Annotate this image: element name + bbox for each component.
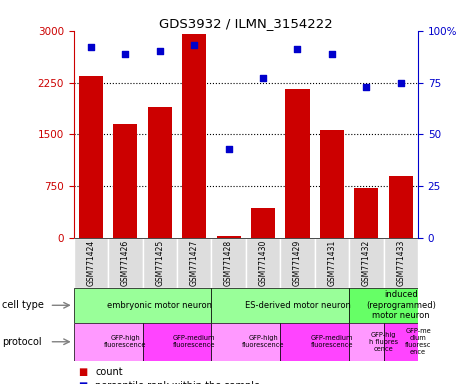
Point bbox=[190, 42, 198, 48]
Point bbox=[259, 75, 267, 81]
Bar bbox=[177, 238, 211, 288]
Bar bbox=[384, 323, 418, 361]
Point bbox=[328, 50, 336, 56]
Bar bbox=[211, 238, 246, 288]
Text: ■: ■ bbox=[78, 367, 87, 377]
Bar bbox=[74, 288, 211, 323]
Text: GFP-high
fluorescence: GFP-high fluorescence bbox=[242, 335, 284, 348]
Text: cell type: cell type bbox=[2, 300, 44, 310]
Bar bbox=[320, 129, 344, 238]
Point bbox=[294, 46, 301, 53]
Text: GSM771426: GSM771426 bbox=[121, 240, 130, 286]
Bar bbox=[384, 238, 418, 288]
Title: GDS3932 / ILMN_3154222: GDS3932 / ILMN_3154222 bbox=[159, 17, 332, 30]
Point bbox=[156, 48, 163, 55]
Bar bbox=[280, 323, 349, 361]
Point bbox=[87, 44, 95, 50]
Bar bbox=[142, 323, 211, 361]
Text: protocol: protocol bbox=[2, 337, 42, 347]
Bar bbox=[246, 238, 280, 288]
Bar bbox=[211, 288, 349, 323]
Point bbox=[122, 50, 129, 56]
Text: GSM771429: GSM771429 bbox=[293, 240, 302, 286]
Bar bbox=[217, 236, 241, 238]
Bar bbox=[74, 238, 108, 288]
Bar bbox=[142, 238, 177, 288]
Text: ■: ■ bbox=[78, 381, 87, 384]
Bar bbox=[251, 209, 275, 238]
Bar bbox=[285, 89, 310, 238]
Text: ES-derived motor neuron: ES-derived motor neuron bbox=[245, 301, 351, 310]
Text: GFP-medium
fluorescence: GFP-medium fluorescence bbox=[311, 335, 353, 348]
Bar bbox=[280, 238, 314, 288]
Bar bbox=[113, 124, 137, 238]
Bar bbox=[354, 188, 379, 238]
Text: embryonic motor neuron: embryonic motor neuron bbox=[107, 301, 212, 310]
Text: GFP-high
fluorescence: GFP-high fluorescence bbox=[104, 335, 146, 348]
Text: GFP-hig
h fluores
cence: GFP-hig h fluores cence bbox=[369, 332, 398, 352]
Bar bbox=[349, 238, 384, 288]
Text: induced
(reprogrammed)
motor neuron: induced (reprogrammed) motor neuron bbox=[366, 290, 436, 320]
Text: count: count bbox=[95, 367, 123, 377]
Text: percentile rank within the sample: percentile rank within the sample bbox=[95, 381, 260, 384]
Bar bbox=[108, 238, 142, 288]
Text: GFP-me
dium
fluoresc
ence: GFP-me dium fluoresc ence bbox=[405, 328, 431, 355]
Bar bbox=[349, 323, 384, 361]
Text: GSM771431: GSM771431 bbox=[327, 240, 336, 286]
Bar bbox=[349, 288, 418, 323]
Point bbox=[362, 84, 370, 90]
Text: GSM771425: GSM771425 bbox=[155, 240, 164, 286]
Text: GFP-medium
fluorescence: GFP-medium fluorescence bbox=[173, 335, 215, 348]
Text: GSM771430: GSM771430 bbox=[258, 240, 267, 286]
Bar bbox=[79, 76, 103, 238]
Bar bbox=[74, 323, 142, 361]
Bar bbox=[389, 176, 413, 238]
Point bbox=[397, 79, 405, 86]
Bar bbox=[148, 107, 172, 238]
Bar bbox=[314, 238, 349, 288]
Bar bbox=[211, 323, 280, 361]
Text: GSM771432: GSM771432 bbox=[362, 240, 371, 286]
Text: GSM771424: GSM771424 bbox=[86, 240, 95, 286]
Text: GSM771428: GSM771428 bbox=[224, 240, 233, 286]
Bar bbox=[182, 34, 206, 238]
Text: GSM771427: GSM771427 bbox=[190, 240, 199, 286]
Text: GSM771433: GSM771433 bbox=[396, 240, 405, 286]
Point bbox=[225, 146, 232, 152]
